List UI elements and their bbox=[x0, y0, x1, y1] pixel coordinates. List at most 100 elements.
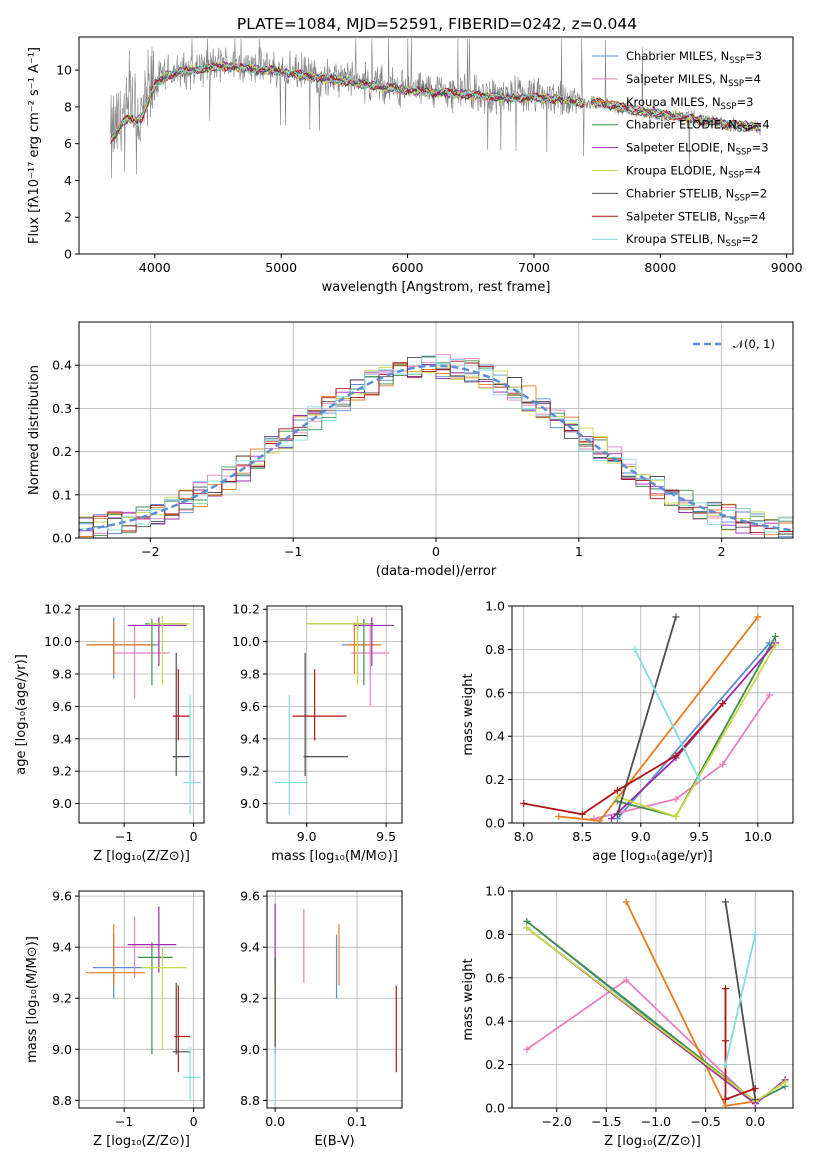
axes-frame bbox=[78, 605, 205, 824]
x-tick-label: 9.0 bbox=[631, 829, 651, 844]
mass-vs-metallicity-panel: −1 0 8.8 9.0 9.2 9.4 9.6 Z [log₁₀(Z/Z⊙)] mass [l… bbox=[25, 889, 205, 1149]
x-tick-label: 0.0 bbox=[745, 1114, 765, 1129]
axes-frame bbox=[266, 605, 403, 824]
model-spectrum-tail-line bbox=[590, 99, 761, 132]
y-tick-label: 0.8 bbox=[485, 927, 505, 942]
x-tick-label: 8.0 bbox=[514, 829, 534, 844]
weight-point-marker bbox=[751, 1084, 759, 1092]
y-tick-label: 0.2 bbox=[485, 772, 505, 787]
x-axis-label: (data-model)/error bbox=[376, 564, 497, 579]
y-tick-label: 9.2 bbox=[240, 991, 260, 1006]
weight-vs-metallicity-panel: −2.0 −1.5 −1.0 −0.5 0.0 0.0 0.2 0.4 0.6 0.8 1.0 Z [… bbox=[461, 884, 794, 1149]
x-tick-label: −1 bbox=[115, 1114, 133, 1129]
weight-series-line bbox=[593, 694, 771, 820]
x-axis-label: mass [log₁₀(M/M⊙)] bbox=[271, 849, 398, 864]
histogram-step-line bbox=[79, 355, 793, 533]
age-vs-mass-panel: 9.0 9.5 9.0 9.2 9.4 9.6 9.8 10.0 10.2 mass [log₁₀… bbox=[232, 602, 403, 864]
weight-point-marker bbox=[721, 1061, 729, 1069]
x-tick-label: 0.1 bbox=[347, 1114, 367, 1129]
weight-point-marker bbox=[613, 793, 621, 801]
y-axis-label: Flux [fλ10⁻¹⁷ erg cm⁻² s⁻¹ A⁻¹] bbox=[27, 47, 42, 244]
weight-point-marker bbox=[672, 812, 680, 820]
y-tick-label: 10.0 bbox=[232, 634, 260, 649]
weight-point-marker bbox=[520, 799, 528, 807]
axes-frame bbox=[78, 890, 205, 1109]
y-tick-label: 9.4 bbox=[52, 731, 72, 746]
weight-series-line bbox=[724, 988, 756, 1101]
y-tick-label: 0.4 bbox=[52, 358, 72, 373]
y-tick-label: 6 bbox=[64, 136, 72, 151]
y-tick-label: 0.6 bbox=[485, 970, 505, 985]
x-tick-label: 2 bbox=[718, 544, 726, 559]
weight-point-marker bbox=[766, 691, 774, 699]
weight-point-marker bbox=[596, 817, 604, 823]
model-spectrum-tail-line bbox=[590, 97, 761, 132]
weight-point-marker bbox=[751, 930, 759, 938]
y-tick-label: 8.8 bbox=[240, 1093, 260, 1108]
x-axis-label: E(B-V) bbox=[314, 1134, 354, 1149]
y-tick-label: 10.2 bbox=[232, 602, 260, 617]
y-tick-label: 8 bbox=[64, 99, 72, 114]
x-tick-label: 0 bbox=[432, 544, 440, 559]
mass-vs-ebv-panel: 0.0 0.1 8.8 9.0 9.2 9.4 9.6 E(B-V) bbox=[240, 889, 403, 1149]
x-tick-label: 10.0 bbox=[744, 829, 772, 844]
weight-point-marker bbox=[523, 917, 531, 925]
weight-point-marker bbox=[672, 752, 680, 760]
model-spectrum-line bbox=[110, 62, 585, 140]
y-tick-label: 0.0 bbox=[485, 1101, 505, 1116]
x-tick-label: 0 bbox=[190, 829, 198, 844]
y-tick-label: 9.8 bbox=[240, 667, 260, 682]
y-tick-label: 0.2 bbox=[485, 1057, 505, 1072]
x-tick-label: −0.5 bbox=[690, 1114, 720, 1129]
y-tick-label: 9.4 bbox=[240, 731, 260, 746]
x-tick-label: −2.0 bbox=[542, 1114, 572, 1129]
legend-label: Kroupa MILES, NSSP=3 bbox=[626, 95, 753, 112]
x-tick-label: 6000 bbox=[392, 260, 424, 275]
age-vs-z-plot-area bbox=[79, 606, 204, 823]
y-tick-label: 10 bbox=[56, 63, 72, 78]
x-tick-label: −2 bbox=[141, 544, 159, 559]
y-tick-label: 4 bbox=[64, 173, 72, 188]
x-tick-label: −1.0 bbox=[641, 1114, 671, 1129]
legend-label: Chabrier MILES, NSSP=3 bbox=[626, 49, 762, 66]
spec-plot-area bbox=[110, 38, 762, 179]
observed-spectrum-line bbox=[110, 38, 762, 179]
y-axis-label: age [log₁₀(age/yr)] bbox=[14, 654, 29, 775]
y-tick-label: 0.4 bbox=[485, 729, 505, 744]
weight-series-line bbox=[558, 616, 759, 822]
x-tick-label: 8.5 bbox=[572, 829, 592, 844]
x-tick-label: 9000 bbox=[771, 260, 803, 275]
x-tick-label: 1 bbox=[575, 544, 583, 559]
y-tick-label: 2 bbox=[64, 210, 72, 225]
legend-label: Chabrier ELODIE, NSSP=4 bbox=[626, 118, 770, 135]
weight-point-marker bbox=[754, 613, 762, 621]
axes-frame bbox=[266, 890, 403, 1109]
weight-point-marker bbox=[719, 760, 727, 768]
y-tick-label: 9.6 bbox=[240, 889, 260, 904]
weight-point-marker bbox=[523, 1045, 531, 1053]
spectrum-legend: Chabrier MILES, NSSP=3 Salpeter MILES, NS… bbox=[592, 49, 770, 249]
y-tick-label: 9.2 bbox=[240, 764, 260, 779]
y-tick-label: 9.4 bbox=[52, 940, 72, 955]
residual-histogram-panel: −2 −1 0 1 2 0.0 0.1 0.2 0.3 0.4 (data-model)/error… bbox=[27, 321, 794, 579]
weight-point-marker bbox=[771, 641, 779, 649]
y-axis-label: Normed distribution bbox=[27, 365, 42, 495]
y-tick-label: 9.6 bbox=[52, 889, 72, 904]
x-tick-label: 9.5 bbox=[376, 829, 396, 844]
weight-point-marker bbox=[721, 1095, 729, 1103]
y-tick-label: 9.6 bbox=[52, 699, 72, 714]
x-tick-label: −1 bbox=[284, 544, 302, 559]
x-axis-label: Z [log₁₀(Z/Z⊙)] bbox=[93, 1134, 190, 1149]
x-tick-label: 9.5 bbox=[689, 829, 709, 844]
axes-frame bbox=[78, 36, 794, 255]
weight-vs-age-panel: 8.0 8.5 9.0 9.5 10.0 0.0 0.2 0.4 0.6 0.8 1.0 age [l… bbox=[461, 599, 794, 864]
model-spectrum-line bbox=[110, 61, 585, 137]
axes-frame bbox=[511, 605, 794, 824]
y-axis-label: mass [log₁₀(M/M⊙)] bbox=[25, 936, 40, 1063]
y-tick-label: 0.3 bbox=[52, 401, 72, 416]
weight-point-marker bbox=[695, 776, 703, 784]
x-tick-label: −1.5 bbox=[591, 1114, 621, 1129]
y-tick-label: 0.4 bbox=[485, 1014, 505, 1029]
y-tick-label: 1.0 bbox=[485, 599, 505, 614]
weight-series-line bbox=[625, 901, 756, 1107]
